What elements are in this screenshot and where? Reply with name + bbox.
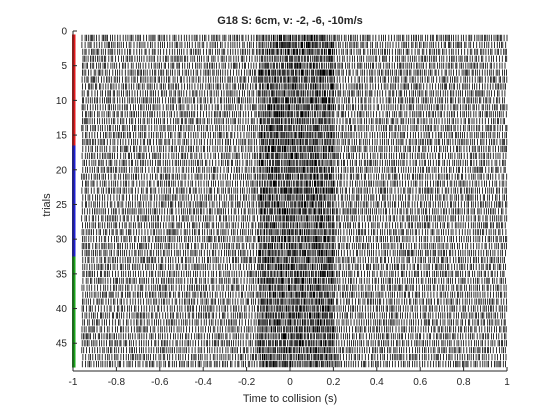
trial-spikes xyxy=(81,340,507,347)
y-tick-label: 40 xyxy=(56,304,68,315)
trial-spikes xyxy=(81,326,507,333)
trial-spikes xyxy=(81,284,507,291)
spike-raster xyxy=(81,34,508,368)
trial-spikes xyxy=(82,256,505,264)
trial-spikes xyxy=(82,180,507,187)
chart-title: G18 S: 6cm, v: -2, -6, -10m/s xyxy=(217,15,363,27)
trial-spikes xyxy=(82,298,507,305)
x-tick-label: -0.2 xyxy=(238,377,256,388)
trial-spikes xyxy=(81,90,506,97)
trial-spikes xyxy=(82,166,506,173)
y-axis-label: trials xyxy=(41,193,53,217)
trial-spikes xyxy=(81,208,507,215)
trial-spikes xyxy=(82,354,507,361)
x-tick-label: -0.6 xyxy=(151,377,169,388)
x-tick-label: -0.4 xyxy=(195,377,213,388)
trial-spikes xyxy=(81,152,507,159)
trial-spikes xyxy=(82,236,508,243)
x-tick-label: -1 xyxy=(69,377,78,388)
trial-spikes xyxy=(81,125,508,132)
x-tick-label: 0.8 xyxy=(457,377,471,388)
trial-spikes xyxy=(81,41,507,48)
axes: -1 -0.8 -0.6 -0.4 -0.2 0 0.2 0.4 0.6 0.8 105101520… xyxy=(56,27,510,389)
y-tick-label: 5 xyxy=(61,61,67,72)
trial-spikes xyxy=(82,62,506,69)
trial-spikes xyxy=(82,277,506,284)
x-tick-label: 0.2 xyxy=(326,377,340,388)
trial-spikes xyxy=(82,145,507,153)
y-tick-label: 20 xyxy=(56,165,68,176)
trial-spikes xyxy=(82,291,507,298)
trial-spikes xyxy=(81,229,507,236)
x-axis-label: Time to collision (s) xyxy=(243,393,337,405)
trial-spikes xyxy=(81,312,506,319)
trial-spikes xyxy=(81,305,508,312)
trial-spikes xyxy=(81,104,508,111)
y-tick-label: 15 xyxy=(56,131,68,142)
trial-spikes xyxy=(81,173,508,180)
trial-spikes xyxy=(81,201,508,208)
trial-spikes xyxy=(81,215,508,222)
x-tick-label: -0.8 xyxy=(108,377,126,388)
trial-spikes xyxy=(82,111,507,118)
trial-spikes xyxy=(81,76,508,83)
trial-spikes xyxy=(81,187,507,194)
trial-spikes xyxy=(82,222,506,229)
trial-spikes xyxy=(81,333,507,340)
x-tick-label: 0 xyxy=(287,377,293,388)
y-tick-label: 25 xyxy=(56,200,68,211)
y-tick-label: 10 xyxy=(56,96,68,107)
trial-spikes xyxy=(81,347,506,354)
trial-spikes xyxy=(82,118,505,125)
trial-spikes xyxy=(81,249,506,257)
trial-spikes xyxy=(82,48,507,55)
trial-spikes xyxy=(82,263,506,270)
x-tick-label: 0.4 xyxy=(370,377,384,388)
trial-spikes xyxy=(81,360,506,368)
trial-spikes xyxy=(81,243,507,250)
trial-spikes xyxy=(82,55,508,62)
x-tick-label: 1 xyxy=(504,377,510,388)
condition-bar xyxy=(72,256,76,368)
y-tick-label: 0 xyxy=(61,27,67,38)
trial-spikes xyxy=(82,132,507,139)
trial-spikes xyxy=(82,83,506,90)
trial-spikes xyxy=(82,270,505,277)
condition-bar xyxy=(72,34,76,146)
y-tick-label: 35 xyxy=(56,269,68,280)
condition-bar xyxy=(72,145,76,257)
trial-spikes xyxy=(82,138,508,146)
y-tick-label: 45 xyxy=(56,339,68,350)
trial-spikes xyxy=(82,97,505,104)
trial-spikes xyxy=(82,194,507,201)
trial-spikes xyxy=(82,319,506,326)
y-tick-label: 30 xyxy=(56,235,68,246)
x-tick-label: 0.6 xyxy=(413,377,427,388)
trial-spikes xyxy=(82,69,507,76)
trial-spikes xyxy=(81,34,508,42)
condition-bars xyxy=(72,34,76,368)
trial-spikes xyxy=(82,159,506,166)
